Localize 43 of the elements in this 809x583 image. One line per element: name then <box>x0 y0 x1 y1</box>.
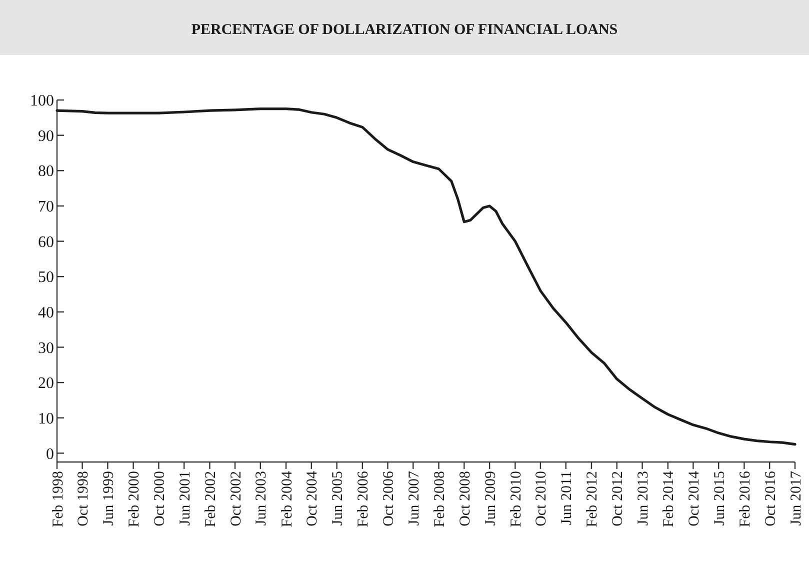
y-tick-label: 90 <box>38 128 54 145</box>
x-tick-label: Oct 2008 <box>457 471 474 526</box>
line-series <box>56 108 796 446</box>
x-tick-label: Oct 2010 <box>534 471 550 526</box>
y-tick-label: 40 <box>38 304 54 322</box>
y-tick-label: 80 <box>38 163 54 180</box>
x-tick-label: Jun 2001 <box>177 471 194 526</box>
x-tick-label: Jun 2017 <box>788 470 804 526</box>
x-tick-label: Feb 2008 <box>432 471 448 528</box>
y-tick-label: 100 <box>30 92 54 110</box>
x-tick-label: Jun 2007 <box>406 470 422 526</box>
x-tick-label: Jun 2015 <box>712 471 728 526</box>
y-tick-label: 0 <box>46 446 54 463</box>
x-tick-label: Feb 2014 <box>661 470 678 528</box>
x-tick-label: Oct 2006 <box>380 470 397 526</box>
chart-title: PERCENTAGE OF DOLLARIZATION OF FINANCIAL LOANS <box>191 22 618 38</box>
x-tick-label: Oct 2000 <box>152 471 168 526</box>
x-tick-label: Oct 1998 <box>76 471 92 526</box>
x-tick-label: Oct 2004 <box>304 470 321 526</box>
x-tick-label: Jun 2005 <box>330 471 346 526</box>
x-tick-label: Oct 2012 <box>610 471 626 526</box>
x-tick-label: Feb 2012 <box>584 471 601 528</box>
y-tick-label: 50 <box>38 269 54 286</box>
x-tick-label: Feb 2006 <box>356 470 372 528</box>
x-tick-label: Feb 2004 <box>279 470 296 528</box>
x-tick-label: Oct 2016 <box>762 470 779 526</box>
x-tick-label: Feb 2002 <box>202 471 219 528</box>
x-tick-label: Oct 2014 <box>686 470 702 526</box>
y-tick-label: 60 <box>38 234 54 251</box>
x-tick-label: Feb 2010 <box>508 471 524 528</box>
y-tick-label: 20 <box>38 375 54 392</box>
x-tick-label: Feb 1998 <box>50 471 66 528</box>
x-tick-label: Feb 2000 <box>126 471 143 528</box>
x-tick-label: Jun 2003 <box>254 471 270 526</box>
y-tick-label: 30 <box>38 340 54 357</box>
x-tick-label: Jun 2011 <box>559 471 576 526</box>
x-tick-label: Feb 2016 <box>737 470 754 528</box>
x-tick-label: Oct 2002 <box>228 471 244 526</box>
x-tick-label: Jun 2009 <box>482 471 499 526</box>
y-tick-label: 10 <box>38 410 54 428</box>
y-tick-label: 70 <box>38 198 54 216</box>
x-tick-label: Jun 2013 <box>636 471 652 526</box>
x-tick-label: Jun 1999 <box>100 471 117 526</box>
